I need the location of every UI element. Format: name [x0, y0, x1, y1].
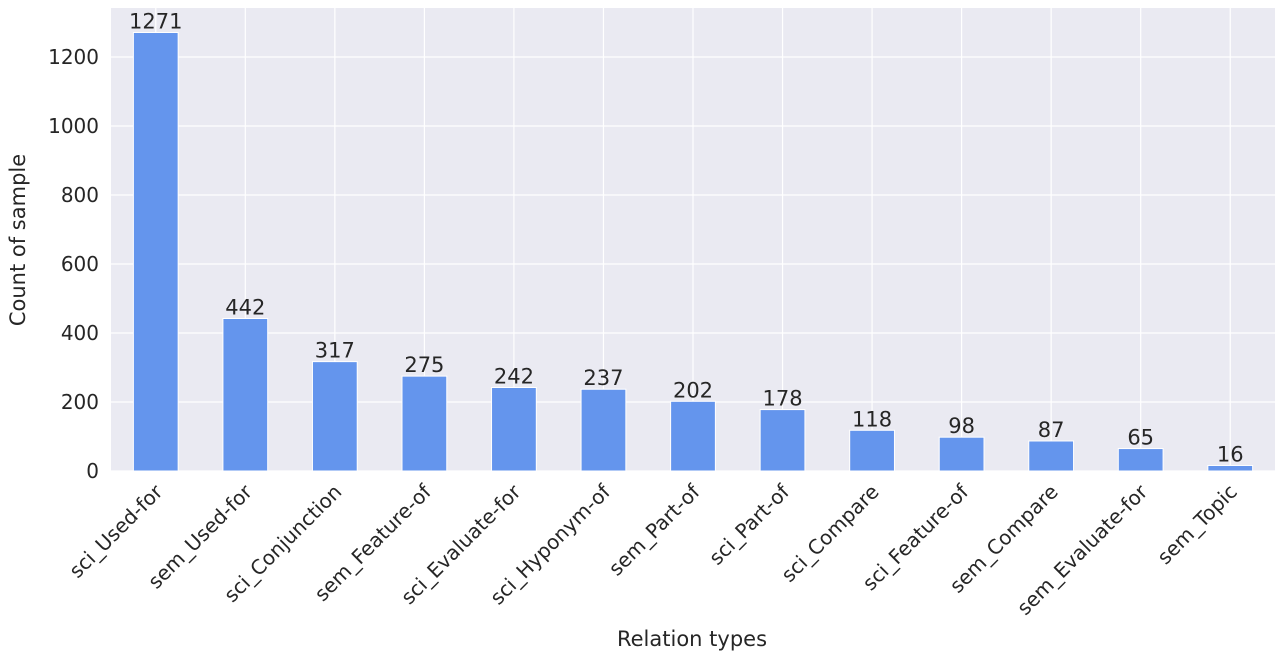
data-label: 442 — [225, 296, 265, 320]
x-tick-label: sci_Part-of — [704, 479, 795, 570]
y-tick-label: 0 — [86, 459, 99, 483]
bar — [938, 436, 985, 472]
bar — [1028, 440, 1075, 472]
bar — [849, 429, 895, 472]
data-label: 317 — [315, 339, 355, 363]
data-label: 178 — [762, 387, 802, 411]
y-tick-label: 200 — [61, 390, 99, 414]
data-label: 87 — [1038, 418, 1065, 442]
bar — [222, 318, 269, 472]
y-tick-label: 1000 — [48, 114, 99, 138]
y-tick-label: 800 — [61, 183, 99, 207]
bar — [1207, 464, 1254, 472]
bar — [670, 400, 716, 472]
data-label: 237 — [583, 366, 623, 390]
x-tick-label: sem_Part-of — [604, 479, 705, 580]
bar — [401, 375, 448, 472]
y-tick-label: 400 — [61, 321, 99, 345]
data-label: 65 — [1127, 426, 1154, 450]
y-tick-label: 600 — [61, 252, 99, 276]
bar — [311, 361, 358, 472]
data-label: 98 — [948, 414, 975, 438]
x-axis-label: Relation types — [617, 627, 767, 651]
data-label: 16 — [1217, 442, 1244, 466]
y-axis-label: Count of sample — [6, 154, 30, 326]
bar — [1117, 448, 1164, 472]
data-label: 118 — [852, 407, 892, 431]
x-tick-label: sem_Topic — [1152, 480, 1241, 569]
bar — [132, 31, 179, 472]
bar — [759, 409, 806, 472]
y-tick-label: 1200 — [48, 45, 99, 69]
data-label: 275 — [404, 353, 444, 377]
data-label: 202 — [673, 378, 713, 402]
data-label: 1271 — [129, 9, 182, 33]
bar — [580, 388, 627, 472]
bar — [491, 387, 537, 472]
data-label: 242 — [494, 365, 534, 389]
